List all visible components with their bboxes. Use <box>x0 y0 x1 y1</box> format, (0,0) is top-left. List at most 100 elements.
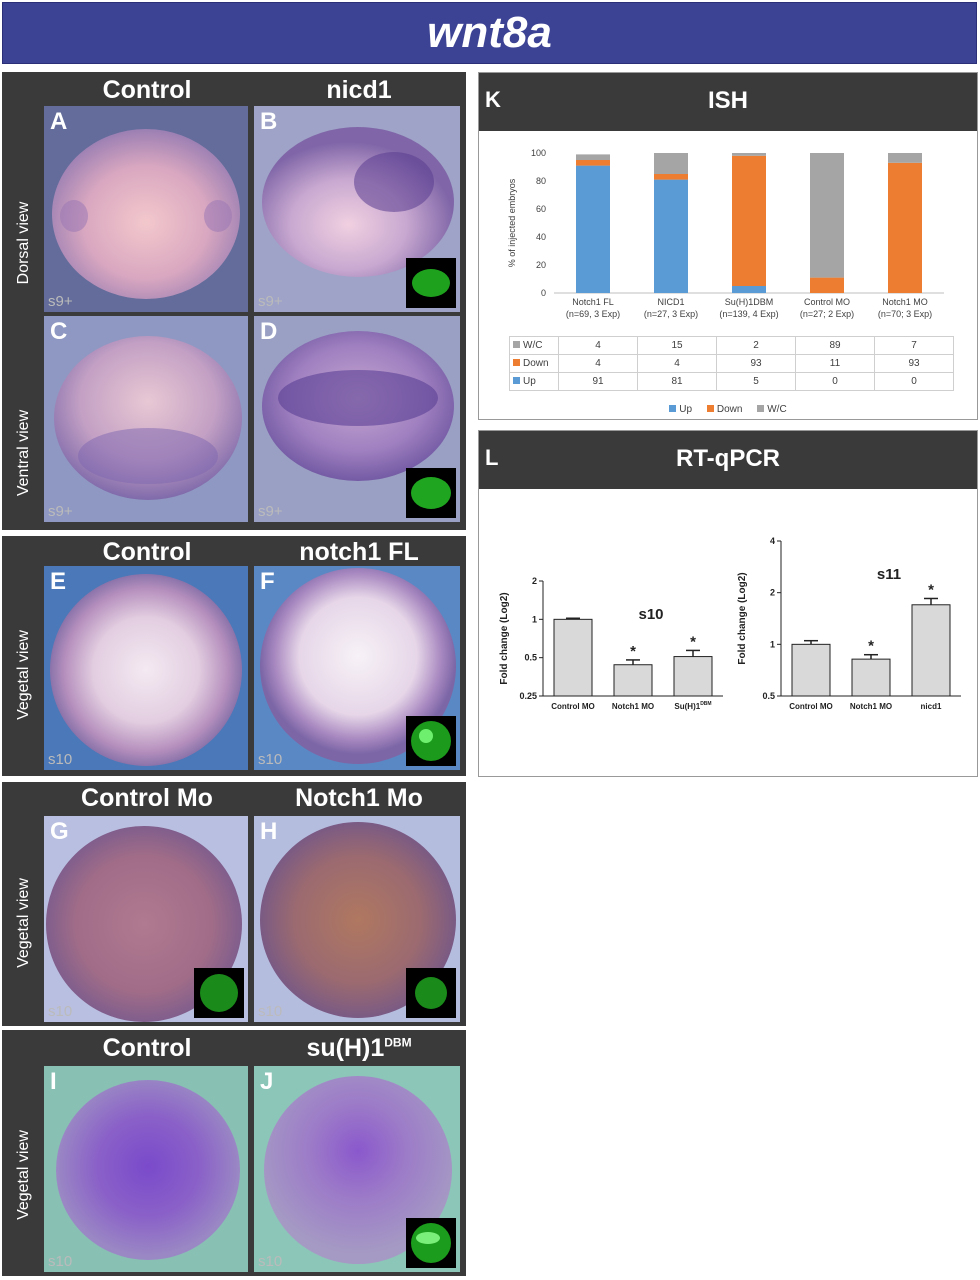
column-title-nicd1: nicd1 <box>326 76 392 104</box>
significance-marker: * <box>690 633 696 650</box>
bar-segment-up <box>732 286 766 293</box>
ish-stacked-bar-chart: % of injected embryos 0 20 40 60 80 100 Notch1 … <box>507 148 944 319</box>
x-tick-label: Notch1 MO <box>882 297 928 307</box>
panel-letter: J <box>260 1068 274 1095</box>
cell-wc: 4 <box>558 336 638 355</box>
bar <box>911 604 951 697</box>
x-tick-label: Control MO <box>804 297 850 307</box>
photo-panel-d: D s9+ <box>254 316 460 522</box>
x-tick-label: Control MO <box>551 702 595 711</box>
ish-legend: Up Down W/C <box>479 404 977 415</box>
gfp-inset <box>406 968 456 1018</box>
ish-panel: ISH K % of injected embryos 0 20 40 60 80 100 N… <box>478 72 978 420</box>
ish-data-table: W/C 4 15 2 89 7 Down 4 4 93 11 93 Up 91 … <box>509 336 954 391</box>
y-tick-label: 0 <box>541 288 546 298</box>
photo-panel-f: F s10 <box>254 566 460 770</box>
cell-down: 93 <box>716 354 796 373</box>
panel-letter: G <box>50 818 69 845</box>
bar-segment-wc <box>576 154 610 160</box>
y-tick-label: 20 <box>536 260 546 270</box>
gfp-inset <box>406 1218 456 1268</box>
photo-panel-h: H s10 <box>254 816 460 1022</box>
x-tick-label: Su(H)1DBM <box>674 701 711 711</box>
bar-segment-up <box>576 165 610 293</box>
down-swatch <box>513 359 520 366</box>
x-tick-label: Notch1 FL <box>572 297 614 307</box>
photo-panel-c: C s9+ <box>44 316 248 522</box>
panel-letter: H <box>260 818 278 845</box>
y-axis-label: Fold change (Log2) <box>499 592 510 684</box>
x-tick-sublabel: (n=27, 3 Exp) <box>644 309 698 319</box>
bar-segment-up <box>654 179 688 293</box>
panel-letter: B <box>260 108 278 135</box>
column-title-control: Control <box>102 538 192 566</box>
panel-letter-k: K <box>485 87 501 112</box>
row-header-label: W/C <box>523 340 543 351</box>
photo-panel-g: G s10 <box>44 816 248 1022</box>
cell-wc: 7 <box>874 336 954 355</box>
qpcr-header: RT-qPCR L <box>479 431 977 489</box>
photo-panel-j: J s10 <box>254 1066 460 1272</box>
x-tick-label: Notch1 MO <box>850 702 892 711</box>
legend-label: Up <box>679 404 693 415</box>
panel-letter: C <box>50 318 68 345</box>
stage-label: s10 <box>258 1003 283 1020</box>
cell-up: 5 <box>716 372 796 391</box>
cell-up: 81 <box>637 372 717 391</box>
bar-segment-down <box>732 155 766 286</box>
column-title-control: Control <box>102 76 192 104</box>
row-header-label: Up <box>523 376 536 387</box>
y-axis-label: Fold change (Log2) <box>737 572 748 664</box>
bar <box>553 618 593 697</box>
panel-group-dorsal-ventral: Control nicd1 Dorsal view Ventral view A… <box>2 72 466 530</box>
gfp-inset <box>406 258 456 308</box>
row-label-ventral: Ventral view <box>15 409 32 497</box>
photo-panel-b: B s9+ <box>254 106 460 312</box>
cell-wc: 2 <box>716 336 796 355</box>
bar <box>791 643 831 697</box>
x-tick-sublabel: (n=69, 3 Exp) <box>566 309 620 319</box>
legend-label: Down <box>716 404 743 415</box>
cell-up: 0 <box>874 372 954 391</box>
column-title-control: Control <box>102 1034 192 1062</box>
row-label-vegetal: Vegetal view <box>15 630 32 720</box>
bar-segment-wc <box>810 153 844 278</box>
qpcr-chart-s11: Fold change (Log2) 0.5 1 2 4 s11 Control MO * No… <box>737 536 961 711</box>
y-tick-label: 4 <box>770 536 775 546</box>
cell-down: 4 <box>558 354 638 373</box>
bar-segment-down <box>576 160 610 166</box>
cell-wc: 89 <box>795 336 875 355</box>
legend-item-down: Down <box>706 404 743 415</box>
x-tick-label: Control MO <box>789 702 833 711</box>
column-title-notch1-fl: notch1 FL <box>299 538 419 566</box>
cell-down: 4 <box>637 354 717 373</box>
significance-marker: * <box>630 643 636 660</box>
cell-up: 0 <box>795 372 875 391</box>
x-tick-superscript: DBM <box>700 701 711 707</box>
stage-label: s10 <box>48 1003 73 1020</box>
y-axis-label: % of injected embryos <box>507 178 517 267</box>
row-label-vegetal: Vegetal view <box>15 878 32 968</box>
ish-header: ISH K <box>479 73 977 131</box>
stage-label: s10 <box>48 751 73 768</box>
column-title-text: su(H)1 <box>306 1034 385 1062</box>
figure-title: wnt8a <box>427 8 552 57</box>
column-title-control-mo: Control Mo <box>81 784 213 812</box>
y-tick-label: 80 <box>536 176 546 186</box>
row-header-wc: W/C <box>509 336 559 355</box>
ish-title: ISH <box>707 87 748 114</box>
qpcr-chart-s10: Fold change (Log2) 0.25 0.5 1 2 s10 Control MO… <box>499 576 723 711</box>
y-tick-label: 100 <box>531 148 546 158</box>
legend-item-wc: W/C <box>757 404 787 415</box>
stage-label: s9+ <box>258 503 283 520</box>
y-tick-label: 60 <box>536 204 546 214</box>
stage-label: s10 <box>258 751 283 768</box>
y-tick-label: 0.25 <box>519 691 537 701</box>
wc-swatch <box>513 341 520 348</box>
x-tick-label: Su(H)1DBM <box>725 297 774 307</box>
table-row: Down 4 4 93 11 93 <box>509 354 954 373</box>
gfp-inset <box>406 468 456 518</box>
bar-segment-down <box>888 162 922 293</box>
significance-marker: * <box>868 638 874 655</box>
column-title-suh1-dbm: su(H)1DBM <box>254 1034 464 1063</box>
